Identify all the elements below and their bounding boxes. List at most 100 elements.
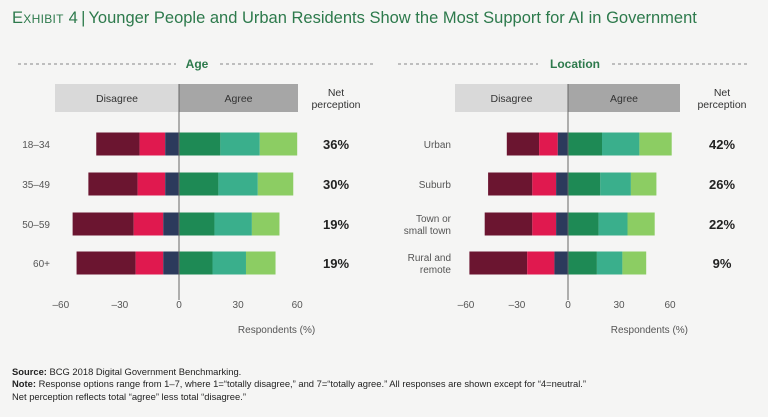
panel-2-net-value-3: 22% — [709, 217, 735, 232]
panel-2-bar-row2-disagree-3 — [488, 172, 533, 196]
panel-1-net-value-1: 36% — [323, 137, 349, 152]
panel-1-bar-row4-agree-3 — [245, 251, 276, 275]
panel-1-net-header-line2: perception — [311, 99, 360, 111]
panel-2-bar-row4-agree-3 — [622, 251, 647, 275]
panel-2-bar-row3-disagree-3 — [484, 212, 533, 236]
note-label: Note: — [12, 378, 36, 390]
panel-2-header-agree — [568, 84, 680, 112]
panel-1-bar-row4-agree-1 — [179, 251, 213, 275]
panel-2-bar-row2-agree-2 — [600, 172, 631, 196]
panel-1-bar-row1-agree-2 — [220, 132, 260, 156]
panel-2-bar-row2-disagree-2 — [532, 172, 557, 196]
panel-1-category-label-1: 18–34 — [22, 140, 50, 151]
title-text: Younger People and Urban Residents Show … — [88, 9, 697, 27]
panel-2-category-label-4-line2: remote — [420, 265, 452, 276]
panel-1-x-tick-1: –60 — [52, 300, 69, 311]
source-label: Source: — [12, 366, 47, 377]
panel-1-bar-row4-disagree-1 — [163, 251, 179, 275]
panel-2-bar-row4-disagree-3 — [469, 251, 528, 275]
panel-2-bar-row4-agree-2 — [596, 251, 623, 275]
panel-1-header-agree-label: Agree — [224, 93, 252, 105]
panel-1-x-axis-label: Respondents (%) — [238, 325, 315, 336]
panel-2-header-agree-label: Agree — [610, 93, 638, 105]
panel-1-bar-row2-agree-2 — [218, 172, 258, 196]
title-separator: | — [81, 9, 86, 27]
panel-2-x-tick-3: 0 — [565, 300, 571, 311]
panel-2-bar-row1-agree-3 — [639, 132, 672, 156]
panel-2-bar-row3-disagree-2 — [532, 212, 557, 236]
exhibit-title: Exhibit 4 | Younger People and Urban Resid… — [12, 9, 697, 28]
panel-2-bar-row4-disagree-2 — [527, 251, 555, 275]
panel-2-category-label-4-line1: Rural and — [408, 253, 451, 264]
panel-1-x-tick-5: 60 — [292, 300, 304, 311]
panel-2-net-value-1: 42% — [709, 137, 735, 152]
panel-2-category-label-1: Urban — [424, 140, 451, 151]
panel-1-bar-row1-agree-3 — [259, 132, 298, 156]
panel-2-x-axis-label: Respondents (%) — [611, 325, 688, 336]
panel-1-bar-row1-disagree-1 — [165, 132, 179, 156]
panel-1-bar-row2-agree-1 — [179, 172, 219, 196]
panel-2-bar-row2-disagree-1 — [556, 172, 568, 196]
panel-1-bar-row3-disagree-1 — [163, 212, 179, 236]
source-text: BCG 2018 Digital Government Benchmarking… — [49, 366, 242, 377]
panel-1-bar-row1-agree-1 — [179, 132, 221, 156]
panel-2-category-label-2: Suburb — [419, 180, 452, 191]
panel-2-net-header-line2: perception — [697, 99, 746, 111]
panel-2-x-tick-4: 30 — [613, 300, 625, 311]
panel-1-header-agree — [179, 84, 298, 112]
panel-1-bar-row1-disagree-3 — [96, 132, 140, 156]
panel-2-net-header-line1: Net — [714, 87, 730, 99]
panel-1-title: Age — [186, 57, 209, 71]
panel-2-category-label-3-line2: small town — [404, 226, 451, 237]
panel-2-bar-row1-disagree-2 — [539, 132, 558, 156]
exhibit-number: Exhibit 4 — [12, 9, 79, 27]
panel-1-x-tick-2: –30 — [112, 300, 129, 311]
panel-2-bar-row1-agree-1 — [568, 132, 602, 156]
panel-2-bar-row3-agree-1 — [568, 212, 599, 236]
panel-1-category-label-4: 60+ — [33, 259, 50, 270]
panel-1-header-disagree-label: Disagree — [96, 93, 138, 105]
panel-2-net-value-2: 26% — [709, 177, 735, 192]
panel-2-header-disagree-label: Disagree — [490, 93, 532, 105]
panel-1-bar-row4-disagree-2 — [135, 251, 164, 275]
note-line: Note: Response options range from 1–7, w… — [12, 378, 586, 390]
panel-1-bar-row2-disagree-1 — [165, 172, 179, 196]
panel-2-category-label-3-line1: Town or — [416, 214, 452, 225]
panel-1-x-tick-4: 30 — [233, 300, 245, 311]
panel-1-net-value-3: 19% — [323, 217, 349, 232]
source-line: Source: BCG 2018 Digital Government Benc… — [12, 366, 586, 378]
panel-2-bar-row3-agree-3 — [627, 212, 655, 236]
panel-1-category-label-3: 50–59 — [22, 220, 50, 231]
panel-1-net-header-line1: Net — [328, 87, 344, 99]
panel-1-category-label-2: 35–49 — [22, 180, 50, 191]
panel-2-bar-row1-agree-2 — [602, 132, 640, 156]
note-line-2: Net perception reflects total “agree” le… — [12, 390, 246, 402]
panel-2-title: Location — [550, 57, 600, 71]
panel-2-bar-row4-agree-1 — [568, 251, 597, 275]
panel-1-bar-row2-agree-3 — [257, 172, 294, 196]
panel-2-header-disagree — [455, 84, 568, 112]
panel-2-bar-row2-agree-1 — [568, 172, 601, 196]
panel-1-bar-row2-disagree-3 — [88, 172, 138, 196]
panel-2-bar-row4-disagree-1 — [554, 251, 568, 275]
panel-2-x-tick-1: –60 — [458, 300, 475, 311]
panel-2-x-tick-2: –30 — [509, 300, 526, 311]
panel-2-net-value-4: 9% — [713, 256, 732, 271]
panel-2-x-tick-5: 60 — [664, 300, 676, 311]
panel-1-net-value-2: 30% — [323, 177, 349, 192]
panel-1-net-value-4: 19% — [323, 256, 349, 271]
panel-1-bar-row4-agree-2 — [212, 251, 246, 275]
panel-1-bar-row3-agree-3 — [251, 212, 280, 236]
panel-2-bar-row1-disagree-3 — [506, 132, 540, 156]
panel-1-bar-row1-disagree-2 — [139, 132, 166, 156]
panel-1-bar-row3-disagree-2 — [133, 212, 164, 236]
panel-1-bar-row3-disagree-3 — [72, 212, 134, 236]
panel-2-bar-row2-agree-3 — [630, 172, 657, 196]
panel-2-bar-row1-disagree-1 — [557, 132, 568, 156]
panel-1-x-tick-3: 0 — [176, 300, 182, 311]
panel-1-bar-row3-agree-1 — [179, 212, 215, 236]
panel-2-bar-row3-disagree-1 — [556, 212, 568, 236]
panel-2-bar-row3-agree-2 — [598, 212, 628, 236]
panel-1-bar-row3-agree-2 — [214, 212, 252, 236]
